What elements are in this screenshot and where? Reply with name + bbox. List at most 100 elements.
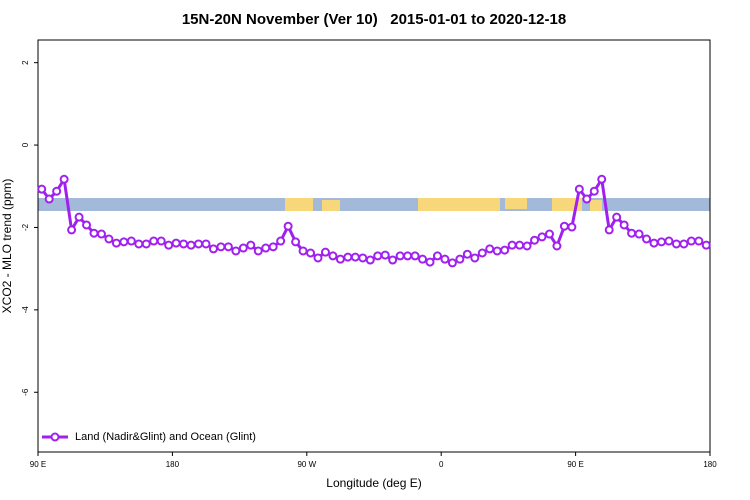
data-point [320,247,330,257]
map-strip [38,198,710,211]
data-point [134,239,144,249]
data-point [522,241,532,251]
data-point [567,222,577,232]
data-point [59,174,69,184]
data-point [559,221,569,231]
data-point [671,239,681,249]
y-axis-label: XCO2 - MLO trend (ppm) [0,179,14,314]
data-point [208,244,218,254]
data-point [52,186,62,196]
data-point [664,236,674,246]
data-point [544,229,554,239]
data-point [246,240,256,250]
data-point [537,232,547,242]
data-point [119,237,129,247]
x-tick-label: 180 [703,460,717,469]
data-point [231,246,241,256]
data-point [179,239,189,249]
data-point [619,220,629,230]
data-point [141,239,151,249]
x-tick-label: 180 [166,460,180,469]
data-point [164,240,174,250]
data-point [432,251,442,261]
data-point [298,246,308,256]
data-point [462,249,472,259]
data-point [388,255,398,265]
data-point [447,258,457,268]
data-point [612,212,622,222]
data-point [216,242,226,252]
data-point [455,254,465,264]
data-point [261,243,271,253]
data-point [313,253,323,263]
data-point [306,248,316,258]
data-point [365,255,375,265]
data-point [89,228,99,238]
data-point [335,254,345,264]
data-point [328,251,338,261]
data-point [403,251,413,261]
data-point [67,225,77,235]
data-point [500,245,510,255]
data-point [649,238,659,248]
data-point [96,229,106,239]
data-point [440,254,450,264]
y-tick-label: -2 [21,223,30,231]
data-point [627,228,637,238]
data-point [253,246,263,256]
data-point [74,212,84,222]
data-point [507,240,517,250]
data-point [111,238,121,248]
data-point [238,243,248,253]
y-tick-label: -4 [21,306,30,314]
data-point [276,236,286,246]
data-point [126,236,136,246]
data-point [485,244,495,254]
data-point [201,239,211,249]
data-point [492,246,502,256]
data-point [291,237,301,247]
data-point [37,184,47,194]
data-point [186,240,196,250]
data-point [380,250,390,260]
data-point [104,234,114,244]
data-point [343,252,353,262]
x-axis-label: Longitude (deg E) [326,476,421,490]
data-point [552,241,562,251]
data-point [223,242,233,252]
data-point [574,184,584,194]
data-point [679,239,689,249]
data-point [656,237,666,247]
data-point [597,174,607,184]
data-point [530,235,540,245]
series-line [40,175,707,265]
x-tick-label: 90 E [567,460,583,469]
chart-title: 15N-20N November (Ver 10) 2015-01-01 to … [182,11,566,28]
data-point [350,252,360,262]
legend-label: Land (Nadir&Glint) and Ocean (Glint) [75,431,256,443]
data-point [373,251,383,261]
data-point [171,238,181,248]
data-point [589,186,599,196]
data-point [410,251,420,261]
data-point [418,254,428,264]
data-point [604,225,614,235]
data-point [425,257,435,267]
data-point [44,194,54,204]
data-point [395,251,405,261]
data-point [701,240,711,250]
data-point [283,221,293,231]
data-point [82,220,92,230]
data-point [194,239,204,249]
y-tick-label: -6 [21,388,30,396]
data-point [634,229,644,239]
y-tick-label: 0 [21,142,30,147]
data-point [642,234,652,244]
legend-marker [50,432,60,442]
data-point [582,194,592,204]
data-point [268,242,278,252]
data-point [686,236,696,246]
data-point [470,253,480,263]
data-point [358,253,368,263]
